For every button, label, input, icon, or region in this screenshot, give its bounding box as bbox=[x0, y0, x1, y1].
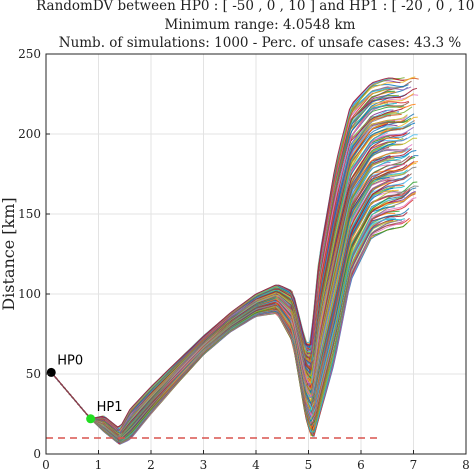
title-line-3: Numb. of simulations: 1000 - Perc. of un… bbox=[59, 35, 462, 51]
x-tick-label: 1 bbox=[95, 458, 103, 472]
markers: HP0 HP1 bbox=[46, 353, 123, 424]
x-tick-label: 7 bbox=[410, 458, 418, 472]
marker-label-hp0: HP0 bbox=[57, 353, 83, 368]
x-tick-label: 3 bbox=[200, 458, 208, 472]
trajectory-line bbox=[50, 94, 419, 431]
y-tick-label: 0 bbox=[33, 447, 41, 461]
marker-hp1 bbox=[86, 414, 96, 424]
y-tick-label: 150 bbox=[18, 207, 41, 221]
x-tick-label: 8 bbox=[462, 458, 470, 472]
grid bbox=[45, 53, 467, 455]
y-ticks: 0 50 100 150 200 250 bbox=[18, 47, 50, 461]
y-tick-label: 200 bbox=[18, 127, 41, 141]
title-line-2: Minimum range: 4.0548 km bbox=[165, 17, 356, 33]
title-line-1: RandomDV between HP0 : [ -50 , 0 , 10 ] … bbox=[36, 0, 474, 14]
title: RandomDV between HP0 : [ -50 , 0 , 10 ] … bbox=[36, 0, 474, 51]
x-tick-label: 0 bbox=[42, 458, 50, 472]
trajectory-line bbox=[50, 77, 405, 428]
trajectory-line bbox=[50, 138, 406, 435]
trajectory-line bbox=[50, 148, 409, 436]
trajectory-band bbox=[50, 76, 419, 445]
marker-hp0 bbox=[46, 367, 56, 377]
x-tick-label: 4 bbox=[252, 458, 260, 472]
x-tick-label: 5 bbox=[305, 458, 313, 472]
trajectory-line bbox=[50, 150, 417, 438]
marker-label-hp1: HP1 bbox=[97, 400, 123, 415]
y-axis-label: Distance [km] bbox=[0, 197, 18, 310]
x-ticks: 0 1 2 3 4 5 6 7 8 bbox=[42, 450, 470, 472]
x-tick-label: 6 bbox=[357, 458, 365, 472]
y-tick-label: 50 bbox=[26, 367, 41, 381]
trajectory-line bbox=[50, 155, 411, 438]
x-tick-label: 2 bbox=[147, 458, 155, 472]
trajectory-line bbox=[50, 164, 408, 438]
y-tick-label: 100 bbox=[18, 287, 41, 301]
y-tick-label: 250 bbox=[18, 47, 41, 61]
